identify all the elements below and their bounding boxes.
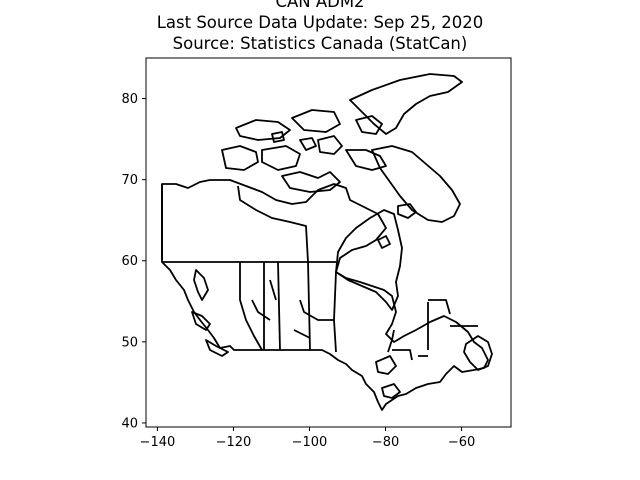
chart-title-line-3: Source: Statistics Canada (StatCan) bbox=[172, 34, 468, 53]
arctic-island-1 bbox=[221, 145, 259, 171]
border-ab-sk bbox=[263, 261, 281, 351]
y-tick-label: 60 bbox=[121, 254, 138, 269]
newfoundland bbox=[463, 335, 493, 371]
mainland-outline bbox=[161, 179, 489, 411]
arctic-island-4 bbox=[291, 109, 341, 133]
y-tick-label: 50 bbox=[121, 335, 138, 350]
chart-title-line-1: CAN ADM2 bbox=[275, 0, 365, 11]
arctic-island-7 bbox=[345, 149, 387, 171]
great-lakes bbox=[375, 355, 401, 399]
y-tick-label: 40 bbox=[121, 416, 138, 431]
belcher-islands bbox=[377, 235, 391, 249]
arctic-island-3 bbox=[235, 119, 291, 141]
border-mb-on bbox=[333, 271, 337, 353]
x-tick-label: −140 bbox=[140, 435, 176, 450]
baffin-island bbox=[371, 145, 461, 223]
border-misc-1 bbox=[392, 349, 428, 361]
chart-title-line-2: Last Source Data Update: Sep 25, 2020 bbox=[156, 13, 484, 32]
axes-frame bbox=[145, 57, 512, 428]
border-bc-ab bbox=[239, 262, 263, 351]
border-misc-3 bbox=[251, 279, 277, 321]
ellesmere-island bbox=[349, 73, 463, 135]
x-axis: −140 −120 −100 −80 −60 bbox=[140, 427, 475, 450]
arctic-island-9 bbox=[271, 131, 317, 151]
hudson-bay bbox=[335, 209, 403, 311]
border-qc-lab bbox=[427, 299, 478, 350]
y-tick-label: 80 bbox=[121, 92, 138, 107]
southampton-island bbox=[397, 203, 417, 219]
bc-islands bbox=[191, 269, 229, 357]
border-sk-mb bbox=[307, 261, 311, 351]
x-tick-label: −80 bbox=[372, 435, 399, 450]
border-on-qc bbox=[387, 329, 395, 353]
border-misc-2 bbox=[293, 299, 334, 339]
arctic-island-5 bbox=[317, 135, 343, 155]
x-tick-label: −100 bbox=[292, 435, 328, 450]
border-yt-nwt bbox=[161, 184, 309, 263]
y-tick-label: 70 bbox=[121, 173, 138, 188]
canada-boundaries bbox=[161, 73, 493, 411]
x-tick-label: −60 bbox=[448, 435, 475, 450]
y-axis: 40 50 60 70 80 bbox=[121, 92, 146, 431]
arctic-island-6 bbox=[281, 171, 341, 193]
x-tick-label: −120 bbox=[216, 435, 252, 450]
arctic-island-2 bbox=[261, 145, 301, 171]
